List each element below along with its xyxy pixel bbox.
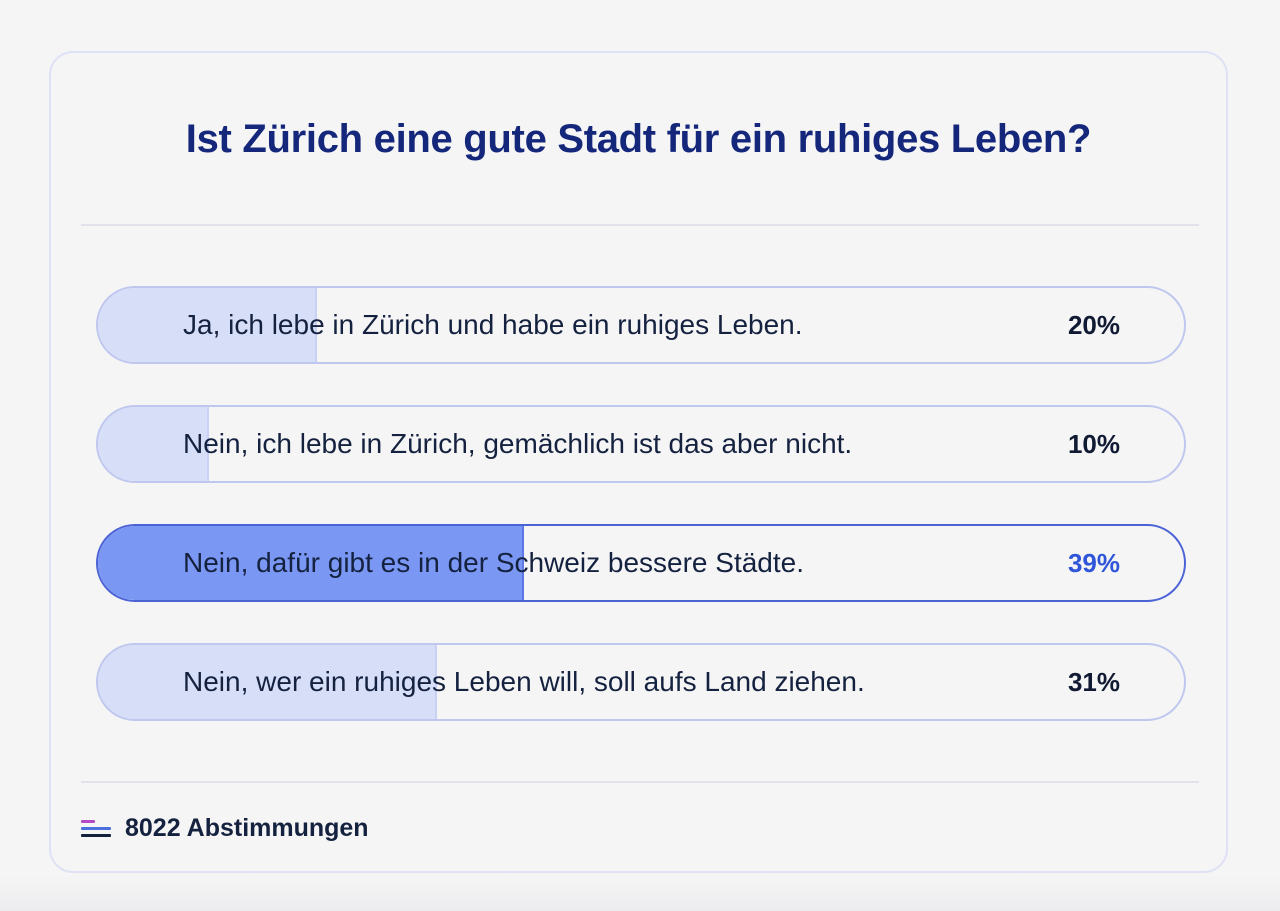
option-result-bar bbox=[98, 407, 209, 481]
poll-results-icon bbox=[81, 817, 111, 839]
vote-count: 8022 Abstimmungen bbox=[125, 813, 369, 842]
poll-footer: 8022 Abstimmungen bbox=[81, 811, 369, 845]
poll-option[interactable]: Nein, wer ein ruhiges Leben will, soll a… bbox=[96, 643, 1186, 721]
poll-card: Ist Zürich eine gute Stadt für ein ruhig… bbox=[49, 51, 1228, 873]
option-label: Nein, dafür gibt es in der Schweiz besse… bbox=[183, 547, 805, 578]
option-percent: 20% bbox=[1067, 310, 1120, 340]
option-result-bar bbox=[98, 645, 437, 719]
poll-option[interactable]: Ja, ich lebe in Zürich und habe ein ruhi… bbox=[96, 286, 1186, 364]
poll-question: Ist Zürich eine gute Stadt für ein ruhig… bbox=[185, 117, 1092, 161]
poll-option[interactable]: Nein, ich lebe in Zürich, gemächlich ist… bbox=[96, 405, 1186, 483]
option-percent: 10% bbox=[1067, 429, 1120, 459]
option-result-bar bbox=[98, 288, 318, 362]
poll-options: Ja, ich lebe in Zürich und habe ein ruhi… bbox=[96, 286, 1186, 762]
option-percent: 39% bbox=[1067, 548, 1120, 578]
option-label: Nein, wer ein ruhiges Leben will, soll a… bbox=[183, 666, 865, 697]
option-result-bar bbox=[98, 526, 524, 600]
option-label: Nein, ich lebe in Zürich, gemächlich ist… bbox=[183, 428, 853, 459]
poll-option-selected[interactable]: Nein, dafür gibt es in der Schweiz besse… bbox=[96, 524, 1186, 602]
top-divider bbox=[81, 224, 1199, 226]
option-label: Ja, ich lebe in Zürich und habe ein ruhi… bbox=[183, 309, 803, 340]
option-percent: 31% bbox=[1067, 667, 1120, 697]
bottom-divider bbox=[81, 781, 1199, 783]
